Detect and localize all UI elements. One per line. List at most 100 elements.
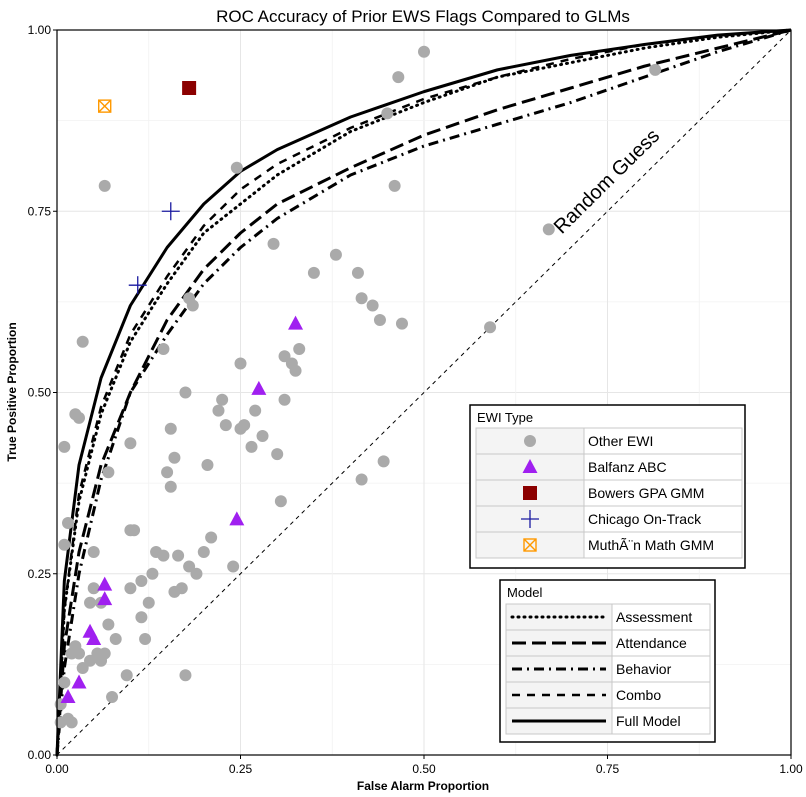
legend-label: Balfanz ABC (588, 459, 667, 475)
point-other-ewi (395, 317, 408, 330)
point-other-ewi (124, 582, 137, 595)
legend-marker (521, 510, 539, 528)
point-other-ewi (381, 107, 394, 120)
legend-label: Other EWI (588, 433, 653, 449)
roc-curve-combo (55, 28, 792, 756)
point-other-ewi (227, 560, 240, 573)
legend-label: Bowers GPA GMM (588, 485, 704, 501)
point-balfanz-abc (251, 380, 267, 395)
point-other-ewi (109, 633, 122, 645)
point-chicago-on-track (128, 276, 147, 295)
x-axis: 0.00 0.25 0.50 0.75 1.00 (45, 755, 803, 776)
point-other-ewi (392, 71, 405, 84)
x-tick-label: 1.00 (779, 762, 803, 776)
point-other-ewi (102, 466, 115, 479)
point-other-ewi (146, 567, 159, 580)
marker-x2 (523, 538, 537, 552)
point-other-ewi (183, 292, 196, 305)
y-axis: 0.00 0.25 0.50 0.75 1.00 (28, 23, 57, 762)
point-other-ewi (87, 546, 100, 558)
point-other-ewi (377, 455, 390, 468)
legend-label: Attendance (616, 635, 687, 651)
ewi-type-legend: EWI Type Other EWI Balfanz ABC Bowers GPA … (469, 404, 746, 569)
point-other-ewi (245, 440, 258, 453)
legend-label-box (611, 707, 711, 735)
legend-label: MuthÃ¨n Math GMM (588, 537, 714, 553)
legend-label-box (583, 427, 743, 455)
roc-curve-behavior (55, 28, 792, 756)
marker-x2 (98, 99, 112, 113)
y-tick-label: 0.25 (28, 567, 52, 581)
point-other-ewi (87, 582, 100, 595)
point-other-ewi (128, 524, 141, 537)
point-balfanz-abc (60, 689, 76, 703)
point-other-ewi (73, 647, 86, 660)
point-balfanz-abc (97, 576, 113, 591)
legend-label-box (611, 629, 711, 657)
chart-title: ROC Accuracy of Prior EWS Flags Compared… (216, 7, 630, 26)
point-chicago-on-track (161, 202, 180, 221)
ewi-legend-title: EWI Type (477, 410, 533, 425)
point-other-ewi (120, 669, 133, 682)
point-other-ewi (271, 448, 284, 461)
point-other-ewi (201, 459, 214, 471)
point-other-ewi (164, 422, 177, 435)
point-other-ewi (351, 266, 364, 279)
point-other-ewi (168, 451, 181, 464)
point-other-ewi (355, 292, 368, 305)
point-other-ewi (307, 266, 320, 279)
point-other-ewi (98, 179, 111, 192)
point-other-ewi (197, 546, 210, 558)
y-axis-label: True Positive Proportion (5, 322, 19, 461)
point-other-ewi (106, 691, 119, 703)
point-other-ewi (355, 473, 368, 486)
legend-marker (522, 459, 538, 473)
y-tick-label: 0.00 (28, 748, 52, 762)
point-other-ewi (190, 567, 203, 580)
roc-curves (55, 28, 793, 757)
legend-label-box (583, 531, 743, 559)
point-other-ewi (139, 633, 152, 645)
point-other-ewi (175, 582, 188, 595)
legend-label-box (611, 603, 711, 631)
point-other-ewi (76, 662, 89, 674)
roc-curve-attendance (55, 28, 792, 756)
x-axis-label: False Alarm Proportion (357, 779, 489, 793)
point-other-ewi (172, 549, 185, 562)
point-balfanz-abc (288, 315, 304, 330)
point-other-ewi (157, 343, 170, 355)
point-other-ewi (58, 676, 71, 689)
point-other-ewi (135, 611, 148, 624)
point-other-ewi (157, 549, 170, 562)
legend-label: Combo (616, 687, 661, 703)
point-other-ewi (484, 321, 497, 334)
point-other-ewi (238, 419, 251, 432)
point-other-ewi (76, 335, 89, 348)
point-bowers-gpa-gmm (182, 81, 197, 95)
random-guess-line (56, 29, 792, 756)
point-other-ewi (212, 404, 225, 417)
legend-label: Assessment (616, 609, 692, 625)
point-other-ewi (542, 223, 555, 236)
point-other-ewi (216, 393, 229, 406)
point-other-ewi (388, 179, 401, 192)
point-other-ewi (124, 437, 137, 450)
point-other-ewi (135, 575, 148, 587)
legend-label-box (583, 479, 743, 507)
point-balfanz-abc (97, 591, 113, 606)
point-other-ewi (84, 596, 97, 609)
point-other-ewi (256, 430, 269, 442)
point-balfanz-abc (86, 631, 102, 645)
point-other-ewi (329, 248, 342, 261)
point-muth-n-math-gmm (98, 99, 112, 113)
x-tick-label: 0.00 (45, 762, 69, 776)
point-other-ewi (293, 343, 306, 355)
point-other-ewi (366, 299, 379, 312)
x-tick-label: 0.25 (229, 762, 253, 776)
legend-label-box (611, 655, 711, 683)
point-other-ewi (73, 411, 86, 424)
marker-square (523, 538, 537, 552)
point-other-ewi (249, 404, 262, 417)
point-other-ewi (164, 480, 177, 493)
